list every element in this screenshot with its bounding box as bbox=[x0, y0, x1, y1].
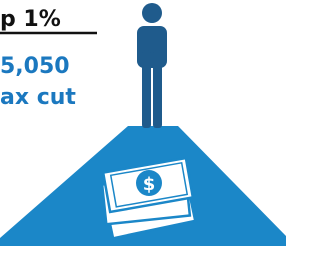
person-icon bbox=[137, 3, 167, 128]
svg-text:$: $ bbox=[143, 174, 156, 195]
amount: 5,050 bbox=[0, 54, 70, 79]
label: ax cut bbox=[0, 85, 76, 110]
heading: p 1% bbox=[0, 7, 61, 32]
infographic: $ p 1% 5,050 ax cut bbox=[0, 0, 286, 266]
